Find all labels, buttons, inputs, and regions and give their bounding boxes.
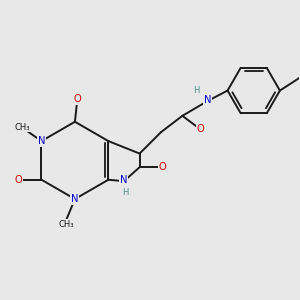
Text: N: N (120, 175, 127, 185)
Text: O: O (15, 175, 22, 185)
Text: N: N (71, 194, 79, 204)
Text: H: H (193, 86, 200, 95)
Text: O: O (74, 94, 81, 104)
Text: H: H (122, 188, 128, 197)
Text: N: N (204, 95, 212, 105)
Text: CH₃: CH₃ (14, 123, 30, 132)
Text: CH₃: CH₃ (58, 220, 74, 229)
Text: O: O (159, 162, 167, 172)
Text: N: N (38, 136, 45, 146)
Text: O: O (197, 124, 205, 134)
